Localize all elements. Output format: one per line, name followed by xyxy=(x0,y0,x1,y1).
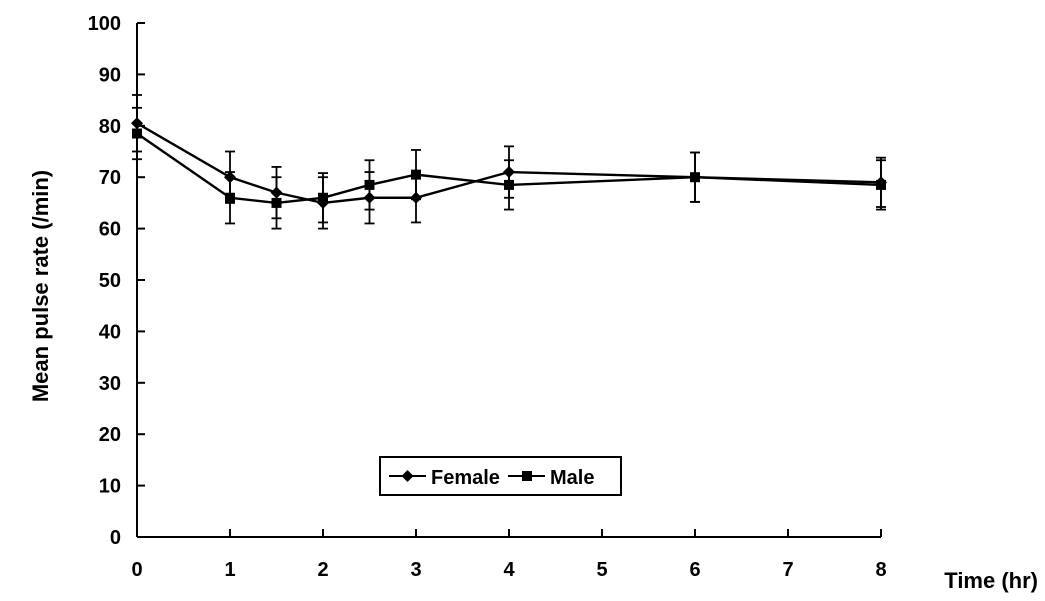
x-tick-label: 6 xyxy=(689,559,700,581)
point-male xyxy=(876,179,886,190)
point-male xyxy=(225,192,235,203)
y-tick-label: 100 xyxy=(88,13,121,35)
x-axis-label: Time (hr) xyxy=(944,568,1038,593)
y-tick-label: 20 xyxy=(99,424,121,446)
point-female xyxy=(410,191,422,204)
legend-marker-female xyxy=(401,470,414,482)
point-female xyxy=(503,166,515,179)
point-male xyxy=(411,169,421,180)
y-tick-label: 90 xyxy=(99,64,121,86)
legend-label-female: Female xyxy=(431,467,500,489)
y-tick-label: 40 xyxy=(99,321,121,343)
x-tick-label: 8 xyxy=(875,559,886,581)
markers xyxy=(131,117,887,209)
x-tick-label: 1 xyxy=(224,559,235,581)
y-tick-label: 10 xyxy=(99,476,121,498)
point-male xyxy=(318,192,328,203)
point-male xyxy=(504,179,514,190)
x-tick-label: 4 xyxy=(503,559,515,581)
legend-marker-male xyxy=(522,471,532,481)
x-tick-label: 5 xyxy=(596,559,607,581)
y-tick-label: 60 xyxy=(99,219,121,241)
point-male xyxy=(132,128,142,139)
y-axis-label: Mean pulse rate (/min) xyxy=(28,170,53,402)
y-tick-label: 80 xyxy=(99,116,121,138)
point-female xyxy=(131,117,143,130)
y-tick-label: 50 xyxy=(99,270,121,292)
x-tick-label: 0 xyxy=(131,559,142,581)
point-male xyxy=(364,179,375,190)
point-female xyxy=(363,191,376,204)
error-bars xyxy=(132,94,886,230)
x-tick-label: 7 xyxy=(782,559,793,581)
point-female xyxy=(224,171,236,184)
point-female xyxy=(270,186,283,199)
legend: Female Male xyxy=(379,456,622,496)
legend-label-male: Male xyxy=(550,467,594,489)
point-male xyxy=(271,197,282,208)
y-tick-label: 30 xyxy=(99,373,121,395)
x-tick-label: 2 xyxy=(317,559,328,581)
y-tick-label: 70 xyxy=(99,167,121,189)
x-tick-label: 3 xyxy=(410,559,421,581)
y-tick-label: 0 xyxy=(110,527,121,549)
point-male xyxy=(690,172,700,183)
legend-box xyxy=(379,456,622,496)
